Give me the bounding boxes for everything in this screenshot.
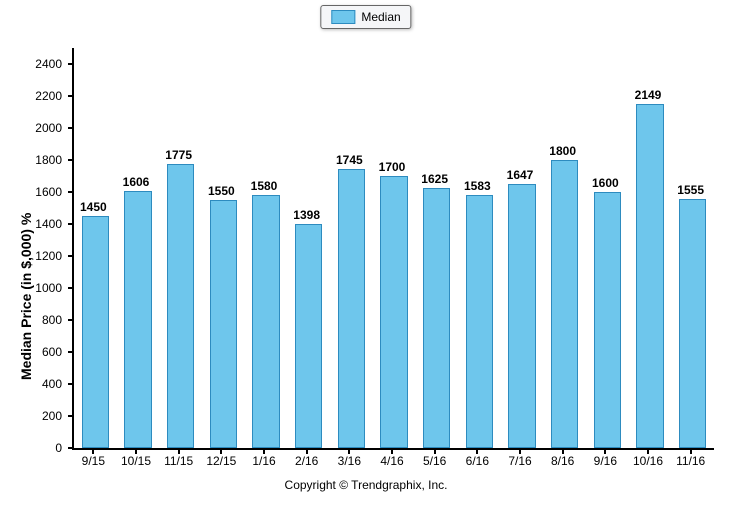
bar	[252, 195, 279, 448]
y-tick	[68, 95, 74, 97]
y-tick	[68, 415, 74, 417]
bar	[679, 199, 706, 448]
x-tick-label: 6/16	[466, 454, 489, 468]
bar	[636, 104, 663, 448]
y-tick	[68, 255, 74, 257]
bar-value-label: 1625	[421, 172, 448, 186]
y-tick	[68, 127, 74, 129]
bar	[508, 184, 535, 448]
x-tick-label: 10/16	[633, 454, 663, 468]
y-tick	[68, 287, 74, 289]
y-tick	[68, 223, 74, 225]
y-tick-label: 2400	[35, 57, 62, 71]
y-tick-label: 1400	[35, 217, 62, 231]
bar	[210, 200, 237, 448]
x-tick-label: 10/15	[121, 454, 151, 468]
y-tick-label: 200	[42, 409, 62, 423]
x-tick-label: 12/15	[206, 454, 236, 468]
bar-value-label: 1398	[293, 208, 320, 222]
y-tick	[68, 159, 74, 161]
bar-value-label: 1555	[677, 183, 704, 197]
y-tick-label: 1200	[35, 249, 62, 263]
y-tick-label: 2000	[35, 121, 62, 135]
x-tick-label: 9/16	[594, 454, 617, 468]
bar-value-label: 1800	[549, 144, 576, 158]
legend-label: Median	[361, 10, 400, 24]
y-tick-label: 800	[42, 313, 62, 327]
bar	[167, 164, 194, 448]
y-tick	[68, 351, 74, 353]
bar	[295, 224, 322, 448]
x-tick-label: 2/16	[295, 454, 318, 468]
x-tick-label: 3/16	[338, 454, 361, 468]
bar-value-label: 1606	[123, 175, 150, 189]
bar-value-label: 1700	[379, 160, 406, 174]
copyright-text: Copyright © Trendgraphix, Inc.	[0, 478, 732, 492]
y-tick	[68, 447, 74, 449]
legend: Median	[320, 5, 411, 29]
x-tick-label: 9/15	[82, 454, 105, 468]
bar	[82, 216, 109, 448]
y-tick	[68, 383, 74, 385]
bar-value-label: 1450	[80, 200, 107, 214]
bar-value-label: 1775	[165, 148, 192, 162]
bar-value-label: 1550	[208, 184, 235, 198]
x-tick-label: 1/16	[252, 454, 275, 468]
bar	[466, 195, 493, 448]
y-tick-label: 2200	[35, 89, 62, 103]
bar	[423, 188, 450, 448]
x-tick-label: 7/16	[508, 454, 531, 468]
bar-value-label: 2149	[635, 88, 662, 102]
bar-value-label: 1580	[251, 179, 278, 193]
y-tick-label: 0	[55, 441, 62, 455]
y-tick	[68, 319, 74, 321]
y-tick-label: 1800	[35, 153, 62, 167]
y-tick	[68, 63, 74, 65]
y-tick-label: 600	[42, 345, 62, 359]
y-tick-label: 1000	[35, 281, 62, 295]
bar	[338, 169, 365, 448]
bar-value-label: 1647	[507, 168, 534, 182]
x-tick-label: 11/16	[676, 454, 705, 468]
y-tick	[68, 191, 74, 193]
bar-value-label: 1583	[464, 179, 491, 193]
y-axis-title: Median Price (in $,000) %	[18, 213, 34, 380]
y-tick-label: 1600	[35, 185, 62, 199]
y-tick-label: 400	[42, 377, 62, 391]
bar	[594, 192, 621, 448]
bar	[124, 191, 151, 448]
bar-value-label: 1745	[336, 153, 363, 167]
x-tick-label: 5/16	[423, 454, 446, 468]
bar	[380, 176, 407, 448]
bar	[551, 160, 578, 448]
x-tick-label: 4/16	[380, 454, 403, 468]
bar-value-label: 1600	[592, 176, 619, 190]
x-tick-label: 8/16	[551, 454, 574, 468]
bar-chart	[72, 48, 714, 450]
x-tick-label: 11/15	[164, 454, 193, 468]
legend-swatch	[331, 10, 355, 24]
